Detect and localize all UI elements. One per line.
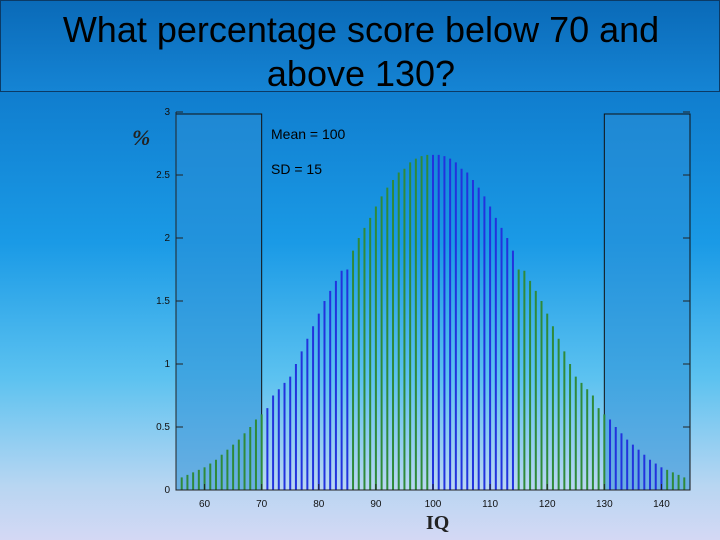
annotation-sd: SD = 15 — [271, 161, 322, 177]
y-tick-label-6: 3 — [164, 107, 170, 118]
annotation-mean: Mean = 100 — [271, 126, 346, 142]
y-axis-label: % — [132, 125, 150, 150]
y-tick-label-0: 0 — [164, 485, 170, 496]
y-tick-label-2: 1 — [164, 359, 170, 370]
x-tick-label-4: 100 — [425, 499, 442, 510]
x-tick-label-3: 90 — [370, 499, 382, 510]
x-tick-label-1: 70 — [256, 499, 268, 510]
x-ticks-group: 60 70 80 90 100 110 120 130 140 — [199, 484, 670, 510]
y-ticks-group: 0 0.5 1 1.5 2 2.5 3 — [156, 107, 690, 496]
x-tick-label-8: 140 — [653, 499, 670, 510]
x-tick-label-0: 60 — [199, 499, 211, 510]
highlight-region-2 — [603, 113, 691, 491]
x-tick-label-7: 130 — [596, 499, 613, 510]
y-tick-label-1: 0.5 — [156, 422, 170, 433]
x-tick-label-5: 110 — [482, 499, 498, 510]
slide-title: What percentage score below 70 and above… — [62, 9, 660, 94]
x-tick-label-2: 80 — [313, 499, 325, 510]
highlight-region-1 — [175, 113, 263, 491]
highlight-regions — [175, 113, 691, 491]
x-axis-label: IQ — [426, 512, 449, 534]
title-box: What percentage score below 70 and above… — [0, 0, 720, 94]
y-tick-label-5: 2.5 — [156, 170, 170, 181]
x-tick-label-6: 120 — [539, 499, 556, 510]
bars-group — [180, 154, 686, 490]
y-tick-label-3: 1.5 — [156, 296, 170, 307]
y-tick-label-4: 2 — [164, 233, 170, 244]
